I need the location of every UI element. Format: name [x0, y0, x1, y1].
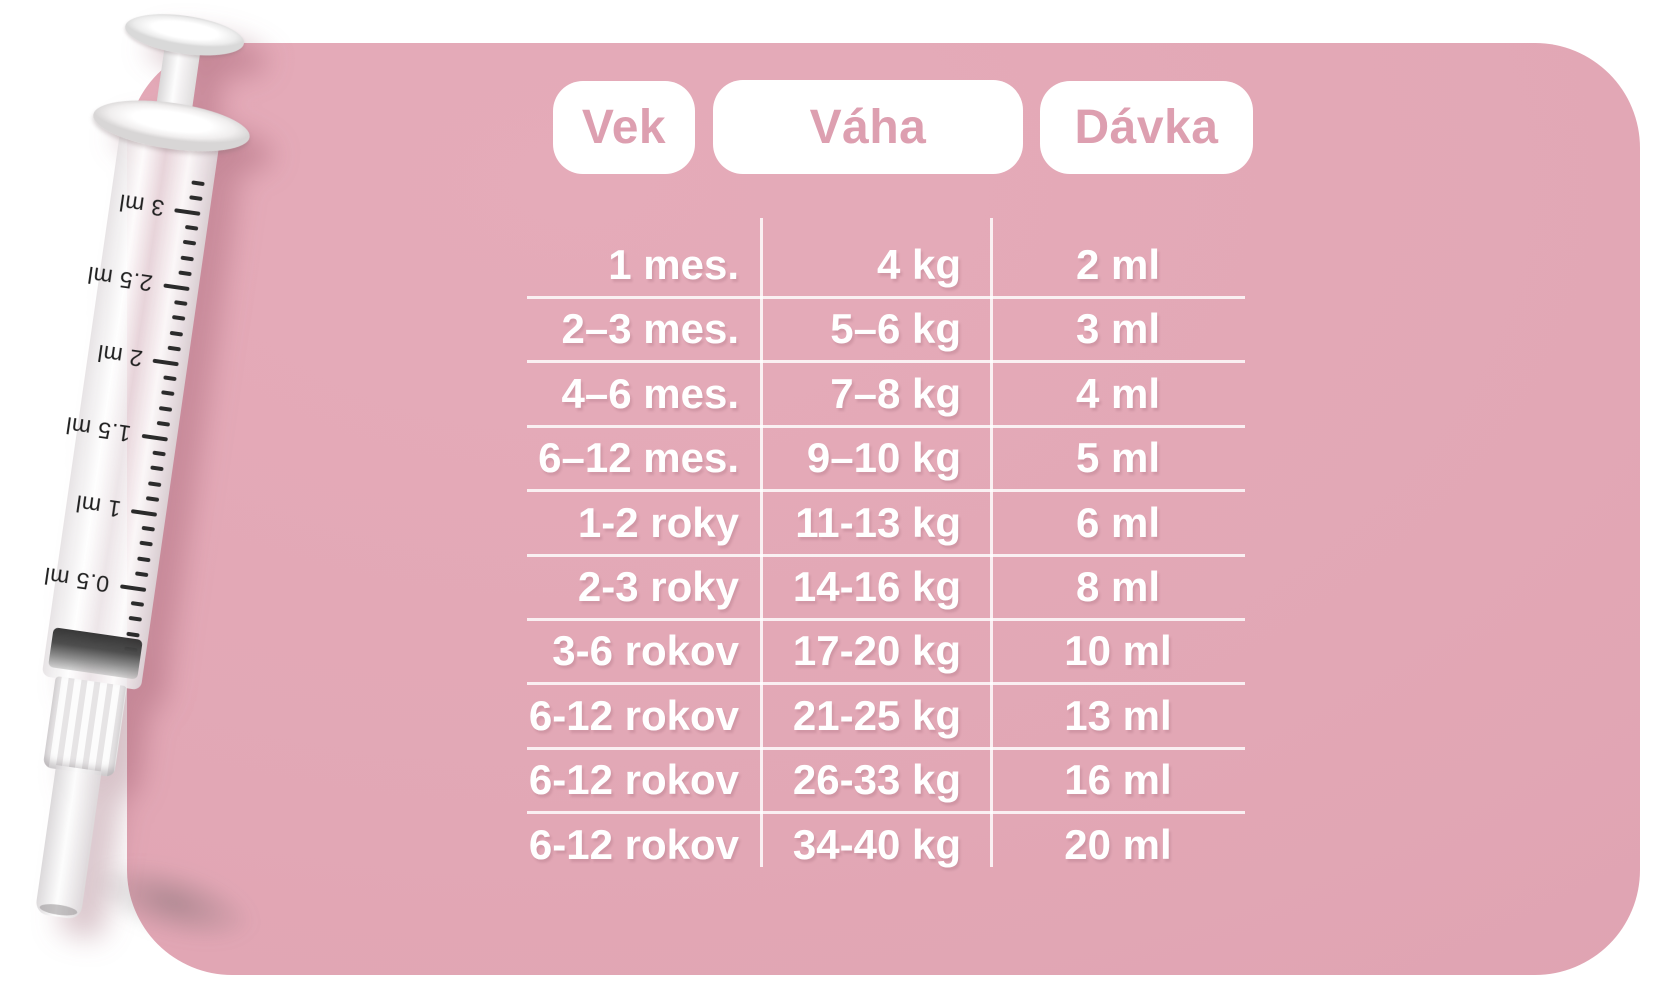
dose-cell: 2 ml	[1075, 241, 1161, 288]
table-row: 6-12 rokov 26-33 kg 16 ml	[0, 748, 1672, 812]
weight-cell: 26-33 kg	[792, 756, 961, 804]
weight-cell: 4 kg	[876, 241, 961, 288]
weight-cell: 9–10 kg	[806, 434, 961, 482]
scale-tick-minor	[161, 390, 175, 397]
scale-tick-minor	[163, 375, 177, 382]
age-cell: 6-12 rokov	[528, 691, 739, 739]
scale-tick-major	[130, 509, 158, 517]
scale-tick-minor	[128, 616, 142, 623]
table-row: 4–6 mes. 7–8 kg 4 ml	[0, 362, 1672, 426]
syringe-scale-label: 3 ml	[116, 189, 166, 222]
scale-tick-minor	[135, 571, 149, 577]
row-divider	[527, 295, 1245, 299]
table-row: 1-2 roky 11-13 kg 6 ml	[0, 491, 1672, 555]
syringe-scale-label: 1 ml	[73, 490, 123, 523]
syringe-luer-collar	[42, 676, 128, 778]
row-divider	[527, 682, 1245, 686]
scale-tick-minor	[191, 179, 205, 186]
scale-tick-minor	[169, 330, 184, 337]
scale-tick-minor	[130, 601, 145, 608]
syringe-scale-label: 2 ml	[95, 339, 144, 372]
weight-cell: 7–8 kg	[830, 369, 961, 417]
table-row: 6-12 rokov 21-25 kg 13 ml	[0, 684, 1672, 748]
dose-cell: 5 ml	[1075, 434, 1161, 482]
dose-cell: 16 ml	[1064, 756, 1172, 804]
weight-cell: 17-20 kg	[792, 627, 961, 675]
scale-tick-minor	[174, 300, 188, 307]
header-label-weight: Váha	[809, 100, 927, 154]
row-divider	[527, 746, 1245, 750]
syringe-scale-label: 1.5 ml	[64, 412, 133, 448]
dose-cell: 6 ml	[1075, 498, 1161, 546]
age-cell: 1 mes.	[608, 241, 739, 288]
dose-cell: 13 ml	[1064, 691, 1172, 739]
table-row: 3-6 rokov 17-20 kg 10 ml	[0, 619, 1672, 683]
scale-tick-minor	[184, 225, 199, 231]
scale-tick-minor	[137, 556, 151, 562]
header-pill-dose: Dávka	[1040, 81, 1253, 174]
scale-tick-minor	[150, 465, 164, 472]
age-cell: 4–6 mes.	[561, 369, 739, 417]
weight-cell: 34-40 kg	[792, 820, 961, 868]
column-divider-1	[760, 218, 763, 867]
table-row: 2-3 roky 14-16 kg 8 ml	[0, 555, 1672, 619]
dose-cell: 20 ml	[1064, 820, 1172, 868]
header-label-age: Vek	[581, 101, 667, 154]
syringe-scale-label: 0.5 ml	[42, 562, 112, 598]
row-divider	[527, 424, 1245, 428]
scale-tick-major	[152, 358, 179, 367]
syringe-scale-label: 2.5 ml	[85, 261, 155, 297]
row-divider	[527, 553, 1245, 557]
dose-cell: 4 ml	[1075, 369, 1161, 417]
table-row: 6–12 mes. 9–10 kg 5 ml	[0, 426, 1672, 490]
table-row: 6-12 rokov 34-40 kg 20 ml	[0, 813, 1672, 877]
age-cell: 1-2 roky	[577, 498, 739, 546]
weight-cell: 5–6 kg	[830, 305, 961, 353]
scale-tick-major	[174, 208, 201, 216]
scale-tick-minor	[141, 525, 155, 532]
row-divider	[527, 360, 1245, 364]
age-cell: 2–3 mes.	[561, 305, 739, 353]
scale-tick-minor	[167, 345, 181, 352]
header-pill-age: Vek	[553, 81, 695, 174]
scale-tick-minor	[178, 270, 192, 277]
dose-cell: 8 ml	[1075, 563, 1161, 610]
pink-card-background	[127, 43, 1640, 975]
scale-tick-major	[163, 283, 190, 292]
scale-tick-major	[141, 433, 168, 442]
row-divider	[527, 617, 1245, 621]
age-cell: 3-6 rokov	[552, 627, 739, 675]
dose-cell: 3 ml	[1075, 305, 1161, 353]
row-divider	[527, 489, 1245, 493]
scale-tick-minor	[139, 541, 153, 547]
age-cell: 6–12 mes.	[538, 434, 739, 482]
scale-tick-minor	[156, 420, 171, 427]
scale-tick-minor	[158, 405, 173, 412]
table-row: 1 mes. 4 kg 2 ml	[0, 233, 1672, 297]
scale-tick-major	[119, 584, 147, 592]
scale-tick-minor	[180, 255, 194, 261]
age-cell: 6-12 rokov	[528, 756, 739, 804]
scale-tick-minor	[126, 631, 140, 638]
weight-cell: 14-16 kg	[792, 563, 961, 610]
scale-tick-minor	[148, 480, 162, 487]
table-row: 2–3 mes. 5–6 kg 3 ml	[0, 297, 1672, 361]
dose-cell: 10 ml	[1064, 627, 1172, 675]
age-cell: 2-3 roky	[577, 563, 739, 610]
scale-tick-minor	[145, 495, 160, 502]
scale-tick-minor	[152, 450, 166, 457]
scale-tick-minor	[171, 315, 186, 322]
weight-cell: 21-25 kg	[792, 691, 961, 739]
age-cell: 6-12 rokov	[528, 820, 739, 868]
column-divider-2	[990, 218, 993, 867]
header-pill-weight: Váha	[713, 80, 1023, 174]
header-label-dose: Dávka	[1074, 101, 1219, 154]
scale-tick-minor	[182, 240, 197, 246]
syringe-plunger-thumb-pad	[122, 7, 247, 63]
row-divider	[527, 811, 1245, 815]
weight-cell: 11-13 kg	[795, 498, 961, 546]
syringe-tip-nozzle	[34, 764, 102, 920]
scale-tick-minor	[189, 195, 203, 201]
